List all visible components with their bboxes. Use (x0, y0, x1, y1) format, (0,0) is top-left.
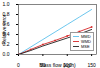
svg-text:150: 150 (87, 62, 96, 68)
svg-text:0: 0 (17, 62, 20, 68)
html-text:MMD: MMD (81, 34, 91, 39)
html-text:WMD: WMD (81, 39, 91, 44)
svg-text:0.0: 0.0 (3, 51, 10, 57)
svg-text:Mass flow (kg/h): Mass flow (kg/h) (39, 62, 76, 68)
svg-text:0.8: 0.8 (2, 11, 10, 18)
svg-text:1.0: 1.0 (3, 1, 10, 7)
svg-text:Relative error: Relative error (1, 14, 7, 44)
html-text:MSE: MSE (81, 44, 90, 49)
